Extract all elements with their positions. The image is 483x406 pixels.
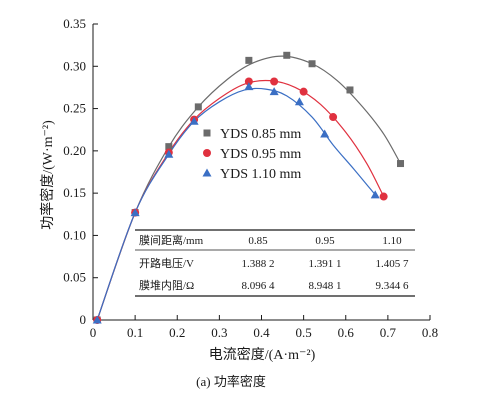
series-line-1 (96, 55, 402, 321)
table-cell: 膜堆内阻/Ω (139, 278, 194, 292)
data-point (244, 77, 253, 86)
table-cell: 9.344 6 (376, 280, 410, 292)
table-cell: 1.405 7 (376, 258, 410, 270)
legend-marker-1 (203, 129, 211, 137)
table-cell: 1.388 2 (242, 258, 275, 270)
series-markers (92, 51, 405, 324)
data-point (270, 77, 279, 86)
data-point (329, 113, 338, 122)
data-point (370, 190, 380, 199)
table-cell: 1.391 1 (309, 258, 342, 270)
table-header-cell: 膜间距离/mm (139, 233, 204, 247)
data-point (269, 87, 279, 96)
x-tick-label: 0.6 (338, 325, 355, 340)
y-tick-label: 0.30 (63, 58, 86, 73)
table-header-cell: 1.10 (382, 235, 402, 247)
y-tick-label: 0.35 (63, 16, 86, 31)
data-point (379, 192, 388, 201)
x-axis-title: 电流密度/(A·m⁻²) (209, 346, 316, 363)
data-point (397, 160, 405, 168)
figure-caption: (a) 功率密度 (196, 374, 266, 389)
y-axis-title: 功率密度/(W·m⁻²) (39, 120, 56, 230)
legend-marker-2 (203, 149, 211, 157)
legend-marker-3 (202, 168, 212, 177)
legend: YDS 0.85 mm YDS 0.95 mm YDS 1.10 mm (202, 127, 301, 182)
table-header-cell: 0.95 (315, 235, 335, 247)
table-cell: 开路电压/V (139, 257, 194, 270)
y-tick-label: 0.20 (63, 143, 86, 158)
data-point (165, 143, 173, 151)
data-point (194, 103, 202, 111)
parameter-table: 膜间距离/mm 0.85 0.95 1.10 开路电压/V 1.388 2 1.391 1 1… (135, 229, 415, 297)
data-point (245, 56, 253, 64)
x-tick-label: 0.2 (169, 325, 185, 340)
legend-label-1: YDS 0.85 mm (220, 127, 301, 142)
y-tick-label: 0.10 (63, 227, 86, 242)
x-tick-label: 0.7 (380, 325, 397, 340)
y-tick-label: 0.25 (63, 101, 86, 116)
x-tick-label: 0.1 (127, 325, 143, 340)
data-point (320, 129, 330, 138)
data-point (299, 87, 308, 96)
data-point (346, 86, 354, 94)
data-point (130, 208, 140, 217)
ticks: 0 0.1 0.2 0.3 0.4 0.5 0.6 0.7 0.8 0 0.05 0.10 0.15 0.… (63, 16, 438, 340)
x-tick-label: 0 (90, 325, 97, 340)
x-tick-label: 0.4 (253, 325, 270, 340)
data-point (244, 82, 254, 91)
y-tick-label: 0 (80, 312, 87, 327)
legend-label-2: YDS 0.95 mm (220, 147, 301, 162)
table-cell: 8.096 4 (242, 280, 276, 292)
data-point (294, 97, 304, 106)
y-tick-label: 0.05 (63, 270, 86, 285)
table-cell: 8.948 1 (309, 280, 342, 292)
legend-label-3: YDS 1.10 mm (220, 167, 301, 182)
x-tick-label: 0.3 (211, 325, 227, 340)
data-point (189, 116, 199, 125)
data-point (92, 315, 102, 324)
x-tick-label: 0.5 (296, 325, 312, 340)
data-point (283, 51, 291, 59)
data-point (164, 149, 174, 158)
x-tick-label: 0.8 (422, 325, 438, 340)
table-header-cell: 0.85 (248, 235, 268, 247)
y-tick-label: 0.15 (63, 185, 86, 200)
data-point (308, 60, 316, 68)
